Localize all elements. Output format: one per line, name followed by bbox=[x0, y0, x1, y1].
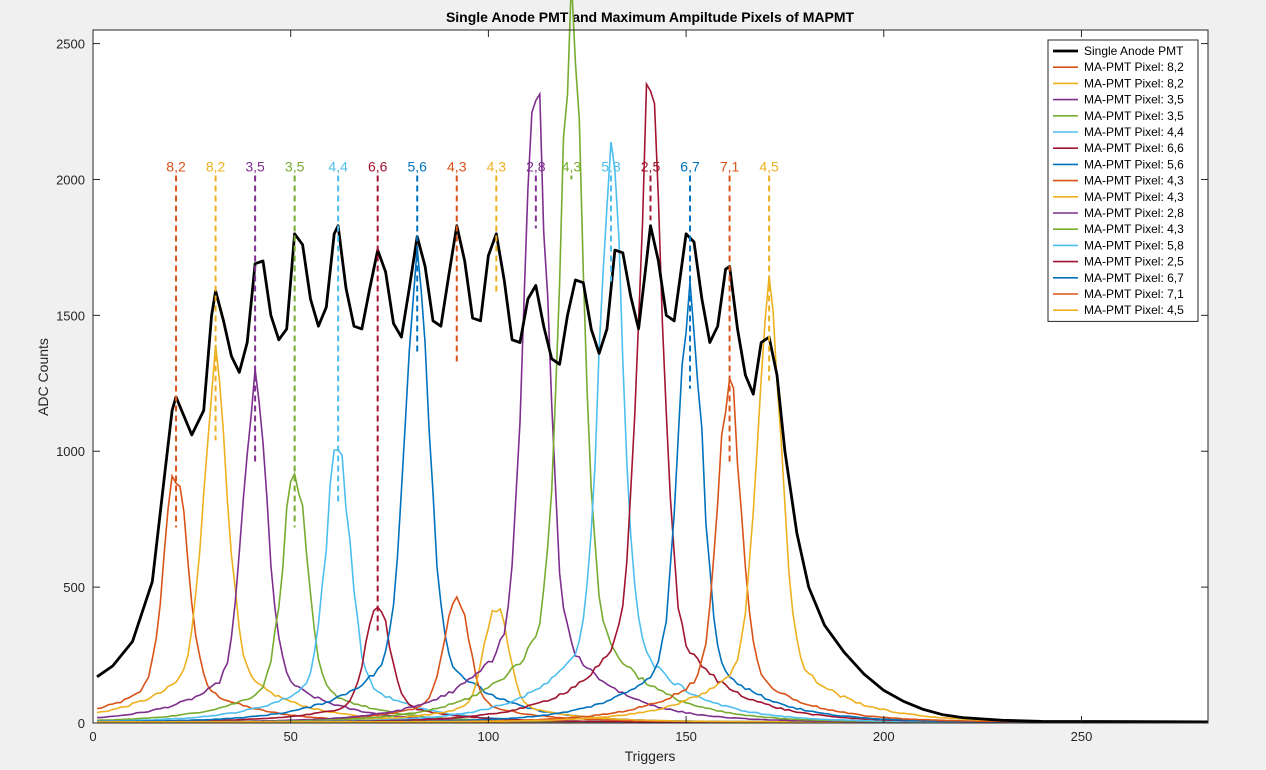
annotation-label-7: 4,3 bbox=[447, 158, 467, 174]
annotation-label-11: 5,8 bbox=[601, 158, 621, 174]
annotation-label-4: 4,4 bbox=[328, 158, 348, 174]
legend-label: MA-PMT Pixel: 4,4 bbox=[1084, 125, 1184, 139]
x-tick-label: 150 bbox=[675, 729, 697, 744]
x-tick-label: 250 bbox=[1071, 729, 1093, 744]
x-tick-label: 50 bbox=[283, 729, 297, 744]
plot-frame bbox=[92, 29, 1209, 724]
y-tick-label: 0 bbox=[78, 716, 85, 731]
legend-label: MA-PMT Pixel: 7,1 bbox=[1084, 287, 1184, 301]
annotation-label-2: 3,5 bbox=[245, 158, 265, 174]
legend-label: MA-PMT Pixel: 3,5 bbox=[1084, 109, 1184, 123]
legend: Single Anode PMT MA-PMT Pixel: 8,2 MA-PMT … bbox=[1047, 39, 1199, 322]
legend-label: MA-PMT Pixel: 4,3 bbox=[1084, 190, 1184, 204]
annotation-label-14: 7,1 bbox=[720, 158, 740, 174]
annotation-label-5: 6,6 bbox=[368, 158, 388, 174]
annotation-layer: 8,2 8,2 3,5 3,5 4,4 6,6 5,6 4,3 4,3 2,8 4,3 5,8 2,5 6… bbox=[166, 158, 779, 631]
x-tick-label: 100 bbox=[478, 729, 500, 744]
legend-label: MA-PMT Pixel: 2,8 bbox=[1084, 206, 1184, 220]
series-line-single-anode bbox=[96, 224, 1209, 724]
annotation-label-3: 3,5 bbox=[285, 158, 305, 174]
x-tick-label: 200 bbox=[873, 729, 895, 744]
y-axis: 0 500 1000 1500 2000 2500 bbox=[56, 37, 1208, 731]
x-axis-label: Triggers bbox=[625, 748, 676, 764]
annotation-label-8: 4,3 bbox=[487, 158, 507, 174]
annotation-label-1: 8,2 bbox=[206, 158, 226, 174]
annotation-label-15: 4,5 bbox=[759, 158, 779, 174]
legend-label: MA-PMT Pixel: 8,2 bbox=[1084, 60, 1184, 74]
annotation-label-6: 5,6 bbox=[407, 158, 427, 174]
y-tick-label: 2500 bbox=[56, 37, 85, 52]
legend-label: MA-PMT Pixel: 3,5 bbox=[1084, 93, 1184, 107]
plot-area bbox=[93, 30, 1208, 723]
legend-label: MA-PMT Pixel: 4,3 bbox=[1084, 222, 1184, 236]
annotation-label-0: 8,2 bbox=[166, 158, 186, 174]
y-tick-label: 2000 bbox=[56, 172, 85, 187]
legend-label: MA-PMT Pixel: 5,6 bbox=[1084, 157, 1184, 171]
annotation-label-9: 2,8 bbox=[526, 158, 546, 174]
chart-title: Single Anode PMT and Maximum Ampiltude P… bbox=[446, 9, 855, 25]
annotation-label-10: 4,3 bbox=[562, 158, 582, 174]
y-axis-label: ADC Counts bbox=[35, 338, 51, 416]
x-tick-label: 0 bbox=[89, 729, 96, 744]
y-tick-label: 1000 bbox=[56, 444, 85, 459]
legend-label: MA-PMT Pixel: 8,2 bbox=[1084, 76, 1184, 90]
y-tick-label: 1500 bbox=[56, 308, 85, 323]
legend-label: MA-PMT Pixel: 4,5 bbox=[1084, 303, 1184, 317]
legend-label: MA-PMT Pixel: 4,3 bbox=[1084, 174, 1184, 188]
x-axis: 0 50 100 150 200 250 bbox=[89, 30, 1092, 744]
legend-label: MA-PMT Pixel: 6,6 bbox=[1084, 141, 1184, 155]
series-layer bbox=[96, 0, 1209, 724]
annotation-label-13: 6,7 bbox=[680, 158, 700, 174]
y-tick-label: 500 bbox=[63, 580, 85, 595]
legend-label: Single Anode PMT bbox=[1084, 44, 1184, 58]
annotation-label-12: 2,5 bbox=[641, 158, 661, 174]
legend-label: MA-PMT Pixel: 6,7 bbox=[1084, 271, 1184, 285]
legend-label: MA-PMT Pixel: 5,8 bbox=[1084, 238, 1184, 252]
legend-label: MA-PMT Pixel: 2,5 bbox=[1084, 255, 1184, 269]
